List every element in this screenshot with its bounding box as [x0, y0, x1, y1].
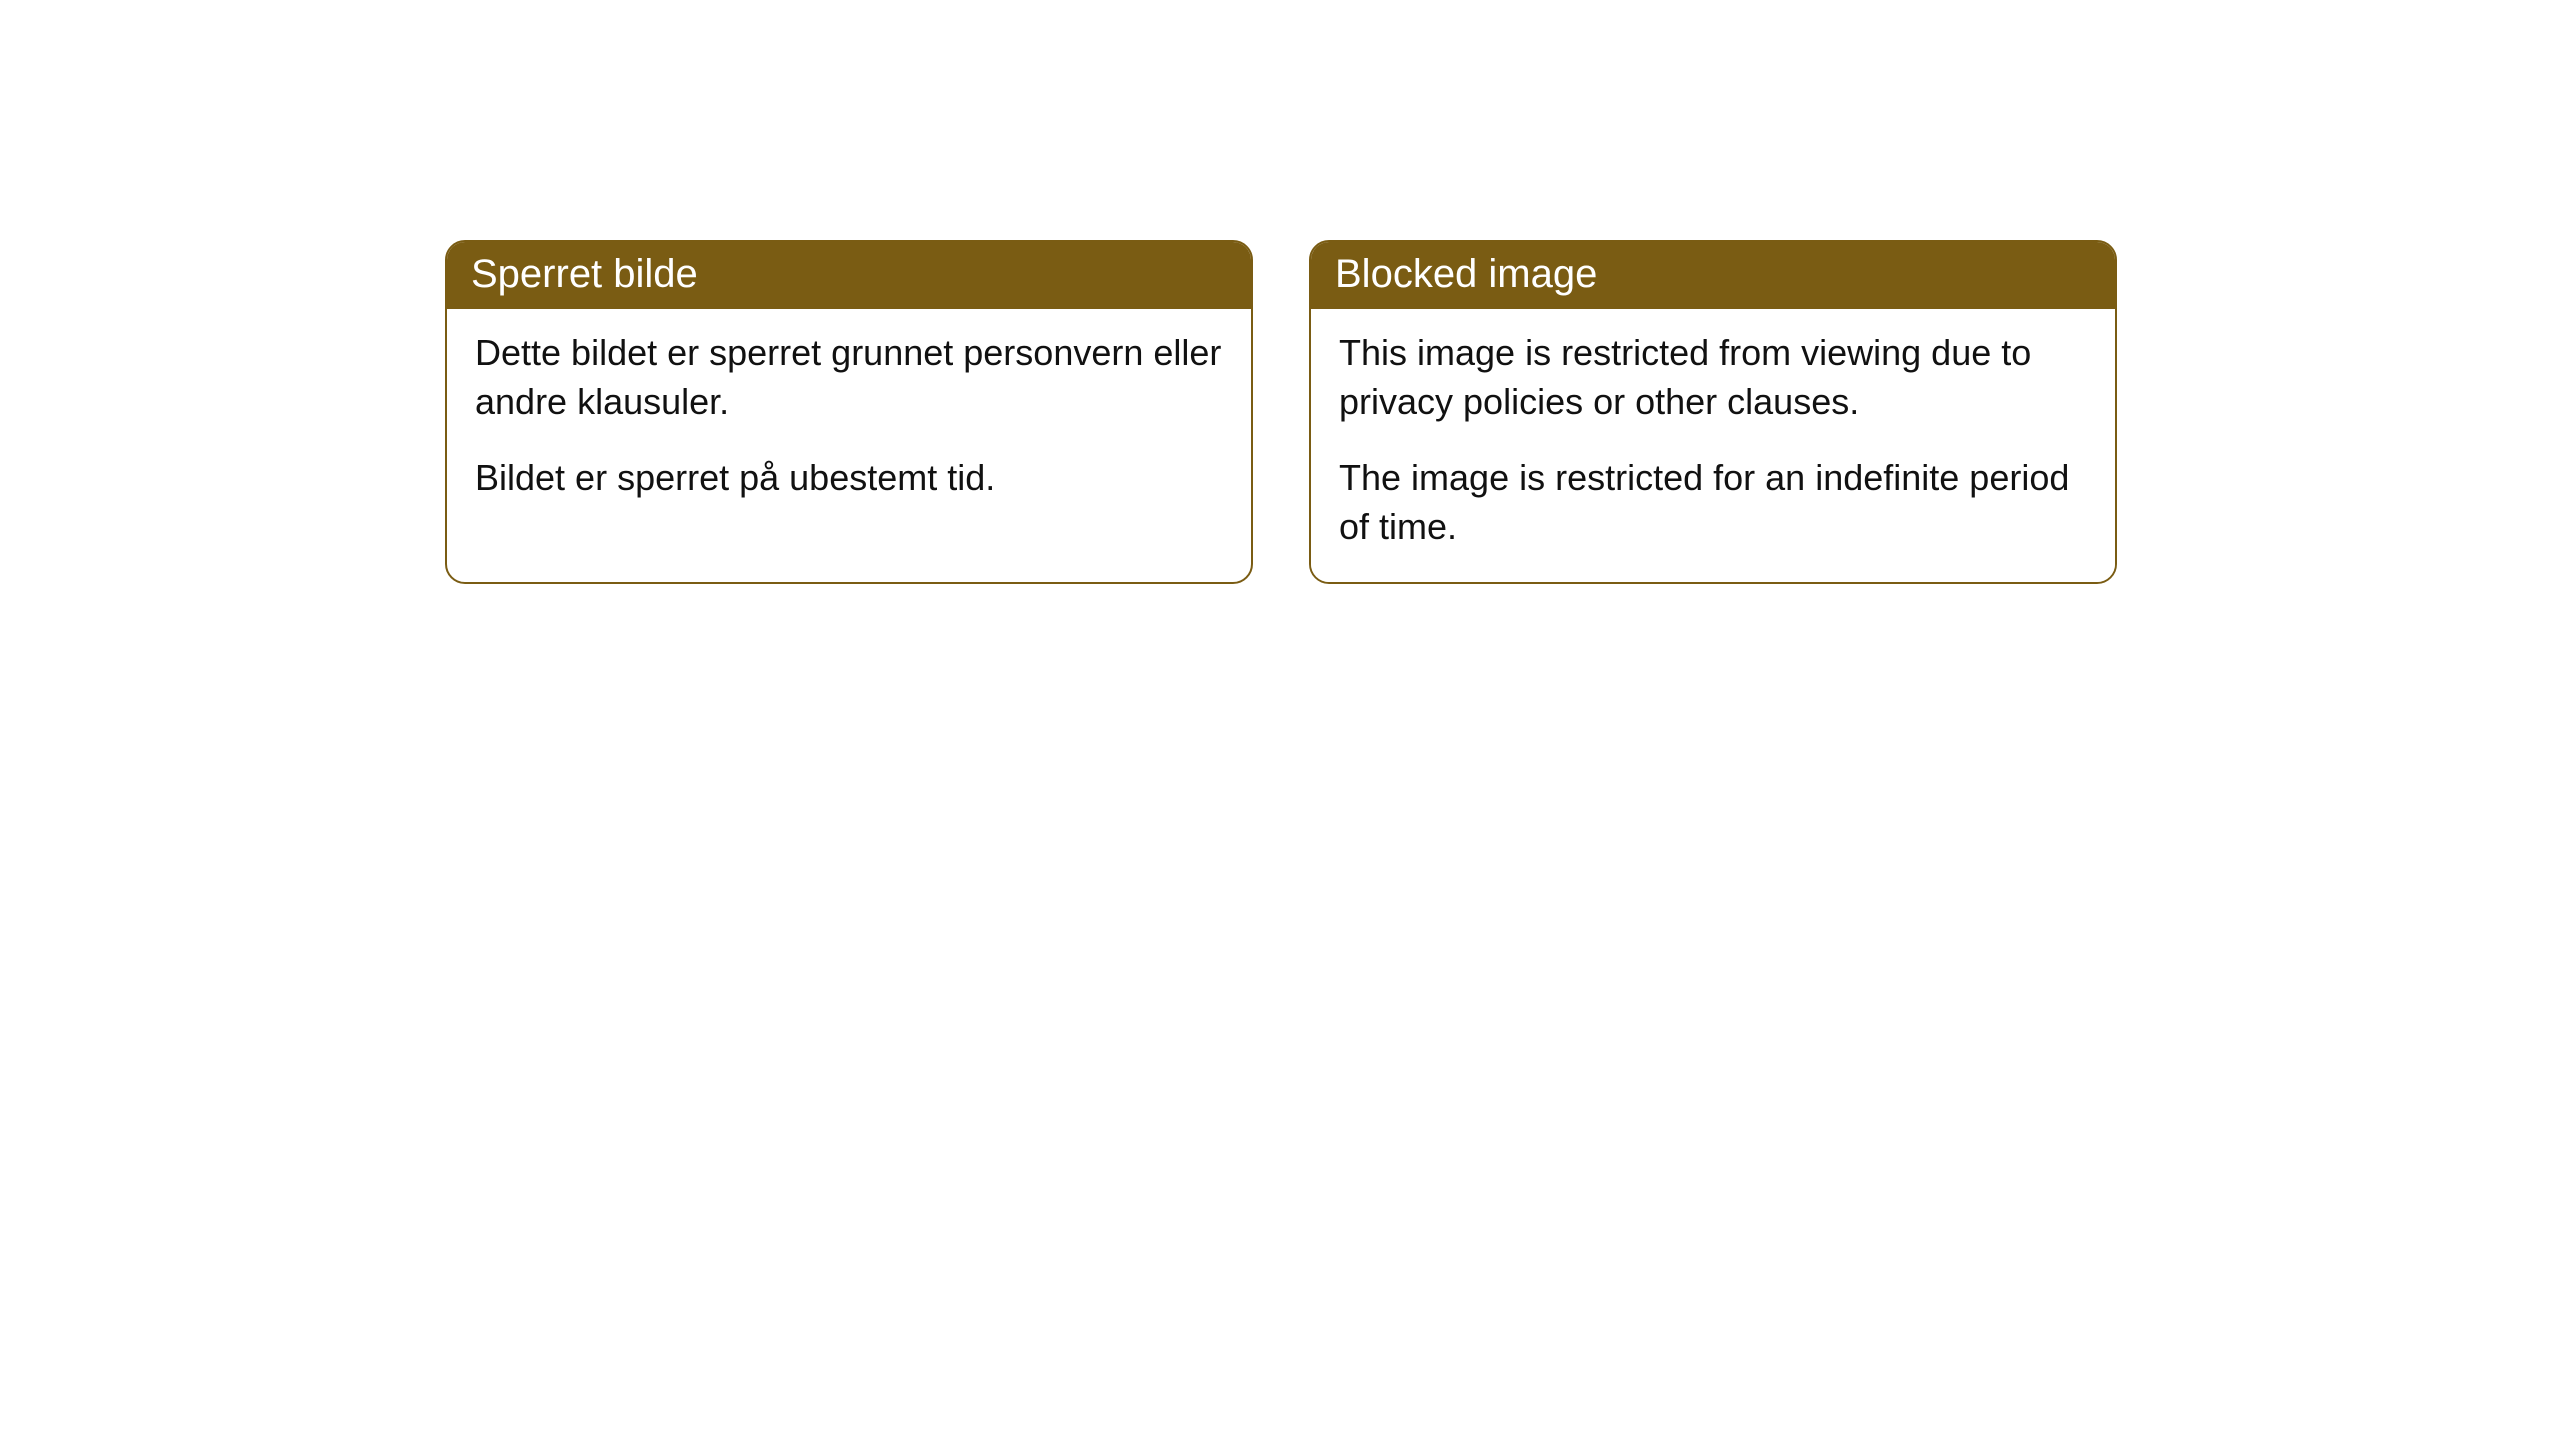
card-paragraph-norwegian-2: Bildet er sperret på ubestemt tid. — [475, 454, 1223, 503]
notice-container: Sperret bilde Dette bildet er sperret gr… — [445, 240, 2117, 584]
card-paragraph-english-2: The image is restricted for an indefinit… — [1339, 454, 2087, 551]
notice-card-norwegian: Sperret bilde Dette bildet er sperret gr… — [445, 240, 1253, 584]
notice-card-english: Blocked image This image is restricted f… — [1309, 240, 2117, 584]
card-paragraph-english-1: This image is restricted from viewing du… — [1339, 329, 2087, 426]
card-header-english: Blocked image — [1311, 242, 2115, 309]
card-body-english: This image is restricted from viewing du… — [1311, 309, 2115, 583]
card-header-norwegian: Sperret bilde — [447, 242, 1251, 309]
card-paragraph-norwegian-1: Dette bildet er sperret grunnet personve… — [475, 329, 1223, 426]
card-title-english: Blocked image — [1335, 252, 1597, 296]
card-body-norwegian: Dette bildet er sperret grunnet personve… — [447, 309, 1251, 535]
card-title-norwegian: Sperret bilde — [471, 252, 698, 296]
